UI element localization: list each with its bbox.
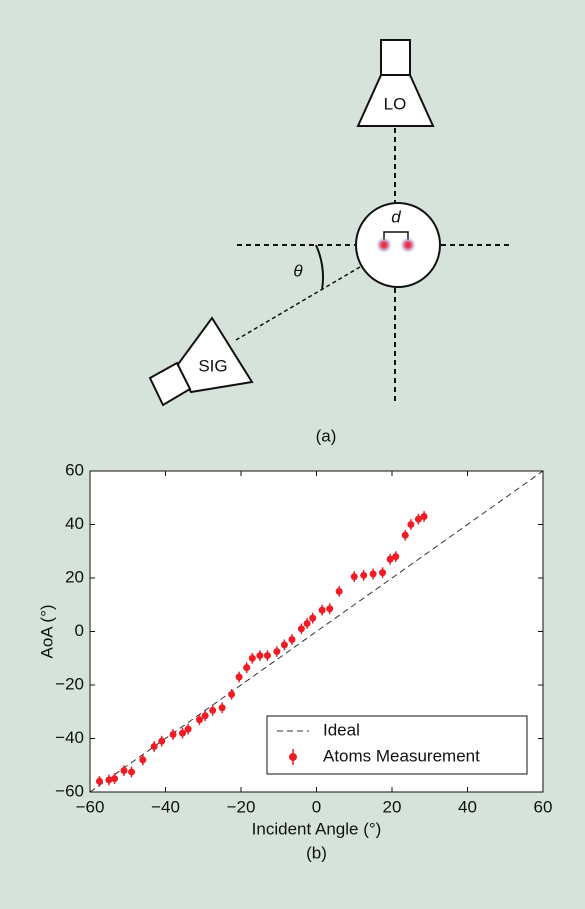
x-tick-label: 20: [383, 797, 402, 816]
spacing-label: d: [391, 207, 401, 226]
data-point: [336, 588, 343, 595]
data-point: [379, 569, 386, 576]
data-point: [256, 652, 263, 659]
data-point: [96, 778, 103, 785]
y-tick-label: −60: [55, 781, 84, 800]
x-tick-label: 0: [312, 797, 321, 816]
y-tick-label: 40: [65, 514, 84, 533]
data-point: [298, 625, 305, 632]
caption: (b): [306, 843, 327, 862]
data-point: [407, 521, 414, 528]
y-tick-label: −40: [55, 728, 84, 747]
caption: (a): [316, 426, 337, 445]
legend-label: Atoms Measurement: [323, 746, 480, 765]
data-point: [402, 532, 409, 539]
data-point: [170, 731, 177, 738]
data-point: [249, 655, 256, 662]
x-axis-label: Incident Angle (°): [252, 819, 382, 838]
sig-label: SIG: [198, 356, 227, 375]
data-point: [151, 743, 158, 750]
data-point: [319, 607, 326, 614]
data-point: [421, 513, 428, 520]
data-point: [360, 572, 367, 579]
data-point: [236, 673, 243, 680]
data-point: [370, 570, 377, 577]
data-point: [273, 648, 280, 655]
data-point: [196, 716, 203, 723]
data-point: [139, 756, 146, 763]
data-point: [281, 641, 288, 648]
data-point: [326, 605, 333, 612]
data-point: [120, 767, 127, 774]
angle-label: θ: [293, 261, 303, 280]
atom: [376, 237, 392, 253]
y-tick-label: 20: [65, 567, 84, 586]
atom: [400, 237, 416, 253]
data-point: [243, 664, 250, 671]
y-tick-label: −20: [55, 674, 84, 693]
y-axis-label: AoA (°): [37, 604, 56, 658]
data-point: [309, 615, 316, 622]
y-tick-label: 60: [65, 460, 84, 479]
data-point: [209, 707, 216, 714]
x-tick-label: −20: [227, 797, 256, 816]
data-point: [179, 730, 186, 737]
data-point: [128, 768, 135, 775]
data-point: [228, 691, 235, 698]
legend-marker: [289, 753, 297, 761]
figure: LO SIG d θ (a) −60−40−200204060−60−40−20…: [0, 0, 585, 909]
data-point: [111, 775, 118, 782]
data-point: [304, 620, 311, 627]
y-tick-label: 0: [75, 621, 84, 640]
x-tick-label: −40: [151, 797, 180, 816]
data-point: [219, 704, 226, 711]
data-point: [351, 573, 358, 580]
data-point: [392, 553, 399, 560]
lo-horn-box: [381, 40, 410, 75]
data-point: [185, 726, 192, 733]
data-point: [158, 738, 165, 745]
data-point: [202, 712, 209, 719]
data-point: [288, 636, 295, 643]
x-tick-label: 40: [458, 797, 477, 816]
lo-label: LO: [384, 94, 407, 113]
legend-label: Ideal: [323, 720, 360, 739]
x-tick-label: 60: [534, 797, 553, 816]
data-point: [264, 652, 271, 659]
